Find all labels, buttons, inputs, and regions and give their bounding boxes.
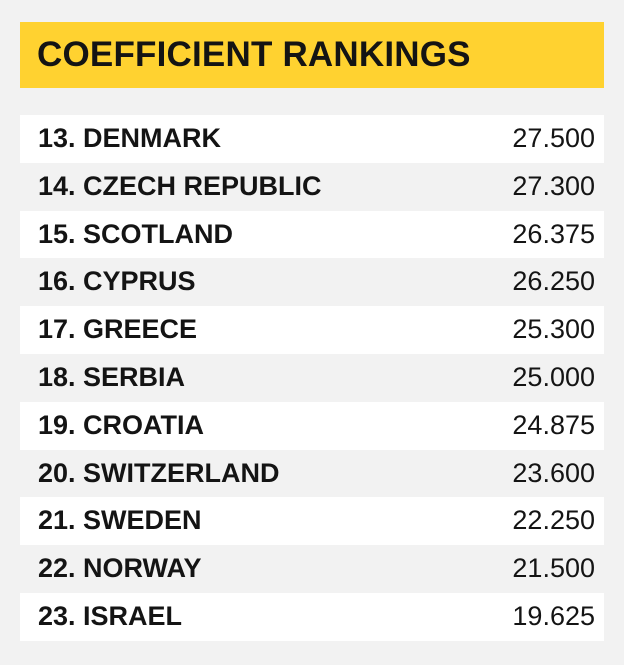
coefficient-score: 25.300 — [512, 314, 595, 345]
coefficient-score: 26.375 — [512, 218, 595, 249]
coefficient-score: 27.500 — [512, 123, 595, 153]
title-banner: COEFFICIENT RANKINGS — [20, 22, 604, 88]
table-row: 22. NORWAY 21.500 — [20, 545, 604, 593]
rankings-table: 13. DENMARK 27.500 14. CZECH REPUBLIC 27… — [20, 115, 604, 641]
country-label: 15. SCOTLAND — [38, 218, 234, 249]
table-row: 17. GREECE 25.300 — [20, 306, 604, 354]
country-label: 18. SERBIA — [38, 361, 186, 392]
country-label: 20. SWITZERLAND — [38, 457, 280, 488]
country-label: 19. CROATIA — [38, 409, 205, 440]
table-row: 18. SERBIA 25.000 — [20, 353, 604, 402]
table-row: 16. CYPRUS 26.250 — [20, 258, 604, 307]
country-label: 13. DENMARK — [38, 123, 222, 153]
coefficient-score: 21.500 — [512, 553, 595, 584]
coefficient-score: 25.000 — [512, 361, 595, 392]
country-label: 14. CZECH REPUBLIC — [38, 170, 322, 201]
country-label: 21. SWEDEN — [38, 505, 202, 536]
table-row: 15. SCOTLAND 26.375 — [20, 210, 604, 259]
coefficient-score: 19.625 — [512, 600, 595, 631]
table-row: 19. CROATIA 24.875 — [20, 401, 604, 450]
coefficient-score: 22.250 — [512, 505, 595, 536]
coefficient-score: 23.600 — [512, 457, 595, 488]
table-row: 13. DENMARK 27.500 — [20, 115, 604, 163]
coefficient-score: 26.250 — [512, 266, 595, 297]
table-row: 23. ISRAEL 19.625 — [20, 592, 604, 641]
country-label: 23. ISRAEL — [38, 600, 183, 631]
coefficient-score: 27.300 — [512, 170, 595, 201]
country-label: 16. CYPRUS — [38, 266, 196, 297]
table-row: 20. SWITZERLAND 23.600 — [20, 449, 604, 498]
coefficient-score: 24.875 — [512, 409, 595, 440]
country-label: 22. NORWAY — [38, 553, 202, 584]
table-row: 21. SWEDEN 22.250 — [20, 497, 604, 546]
page-title: COEFFICIENT RANKINGS — [37, 35, 471, 74]
country-label: 17. GREECE — [38, 314, 198, 345]
table-row: 14. CZECH REPUBLIC 27.300 — [20, 162, 604, 211]
